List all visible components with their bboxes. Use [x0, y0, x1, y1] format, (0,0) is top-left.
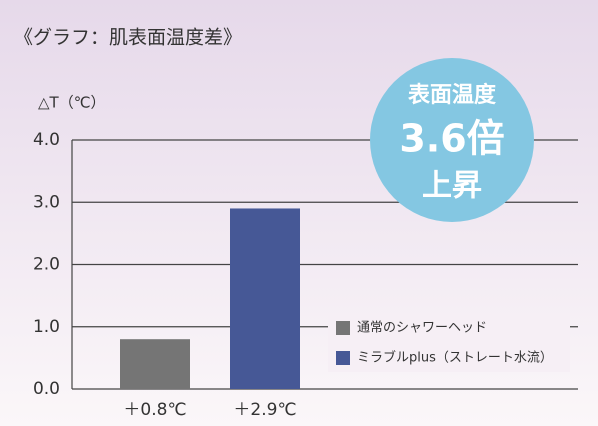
legend-swatch — [336, 351, 350, 365]
badge-text: 上昇 — [422, 169, 482, 204]
legend-box — [328, 314, 570, 372]
chart-title: 《グラフ：肌表面温度差》 — [14, 27, 242, 49]
y-tick-label: 1.0 — [33, 317, 60, 337]
y-tick-label: 4.0 — [33, 130, 60, 150]
legend-label: ミラブルplus（ストレート水流） — [357, 350, 553, 366]
bar — [120, 339, 190, 389]
x-tick-label: ＋0.8℃ — [123, 400, 186, 420]
legend-swatch — [336, 321, 350, 335]
y-axis-label: △T（℃） — [38, 94, 106, 112]
legend-label: 通常のシャワーヘッド — [357, 321, 487, 336]
badge-text: 表面温度 — [408, 82, 497, 108]
y-tick-label: 0.0 — [33, 379, 60, 399]
x-tick-label: ＋2.9℃ — [233, 400, 296, 420]
y-tick-label: 2.0 — [33, 255, 60, 275]
y-tick-label: 3.0 — [33, 192, 60, 212]
badge-circle — [370, 58, 534, 222]
badge-text: 3.6倍 — [399, 117, 504, 161]
bar — [230, 208, 300, 389]
